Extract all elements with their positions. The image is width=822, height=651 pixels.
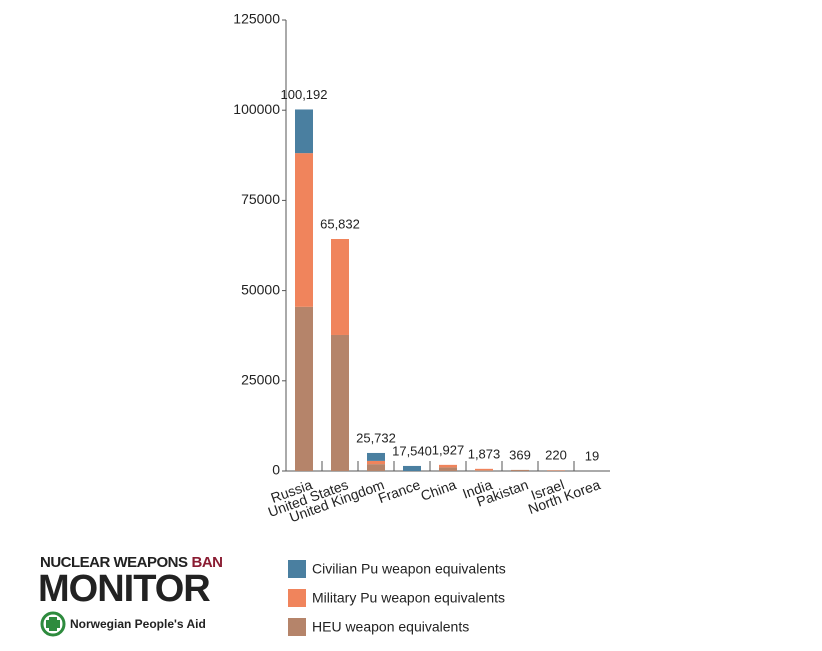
data-label: 1,873 xyxy=(468,446,501,461)
logo-org: Norwegian People's Aid xyxy=(70,617,206,631)
data-label: 19 xyxy=(585,448,599,463)
logo-line2: MONITOR xyxy=(38,568,210,610)
data-label: 65,832 xyxy=(320,216,360,231)
legend-label: Military Pu weapon equivalents xyxy=(312,590,505,606)
bar-segment xyxy=(475,469,493,470)
bar-segment xyxy=(295,307,313,471)
bar-segment xyxy=(295,153,313,307)
bar-segment xyxy=(367,453,385,461)
y-tick-label: 125000 xyxy=(233,11,280,27)
data-label: 100,192 xyxy=(281,87,328,102)
x-tick-label: France xyxy=(376,476,423,506)
bar-segment xyxy=(511,470,529,471)
bar-segment xyxy=(295,109,313,153)
data-label: 1,927 xyxy=(432,442,465,457)
legend-label: HEU weapon equivalents xyxy=(312,619,469,635)
y-tick-label: 50000 xyxy=(241,281,280,297)
data-label: 369 xyxy=(509,447,531,462)
bar-segment xyxy=(367,461,385,464)
legend-swatch xyxy=(288,589,306,607)
bar-segment xyxy=(439,465,457,468)
bar-segment xyxy=(403,466,421,471)
logo-icon xyxy=(46,620,60,628)
legend-swatch xyxy=(288,560,306,578)
x-tick-label: China xyxy=(418,476,458,504)
y-tick-label: 0 xyxy=(272,462,280,478)
bar-segment xyxy=(367,464,385,471)
data-label: 220 xyxy=(545,448,567,463)
y-tick-label: 75000 xyxy=(241,191,280,207)
bar-segment xyxy=(331,239,349,335)
bar-segment xyxy=(475,470,493,471)
legend-label: Civilian Pu weapon equivalents xyxy=(312,561,506,577)
bar-segment xyxy=(331,335,349,471)
data-label: 17,540 xyxy=(392,443,432,458)
legend-swatch xyxy=(288,618,306,636)
data-label: 25,732 xyxy=(356,430,396,445)
bar-segment xyxy=(439,467,457,471)
y-tick-label: 25000 xyxy=(241,372,280,388)
y-tick-label: 100000 xyxy=(233,101,280,117)
